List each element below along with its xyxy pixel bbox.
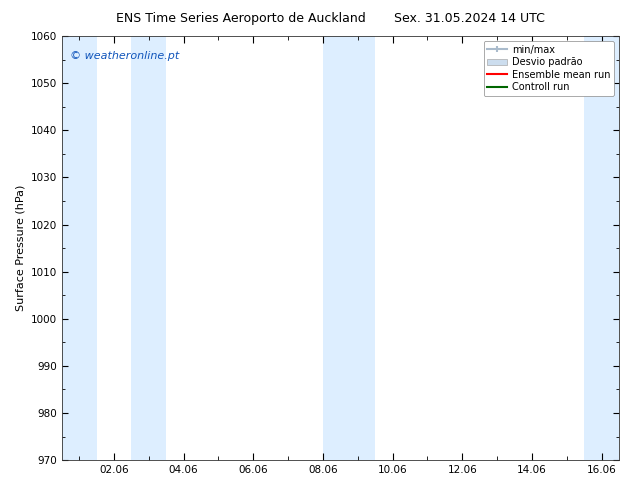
- Bar: [323, 36, 375, 460]
- Bar: [131, 36, 166, 460]
- Bar: [61, 36, 96, 460]
- Text: Sex. 31.05.2024 14 UTC: Sex. 31.05.2024 14 UTC: [394, 12, 545, 25]
- Text: © weatheronline.pt: © weatheronline.pt: [70, 51, 179, 61]
- Y-axis label: Surface Pressure (hPa): Surface Pressure (hPa): [15, 185, 25, 311]
- Text: ENS Time Series Aeroporto de Auckland: ENS Time Series Aeroporto de Auckland: [116, 12, 366, 25]
- Legend: min/max, Desvio padrão, Ensemble mean run, Controll run: min/max, Desvio padrão, Ensemble mean ru…: [484, 41, 614, 96]
- Bar: [584, 36, 619, 460]
